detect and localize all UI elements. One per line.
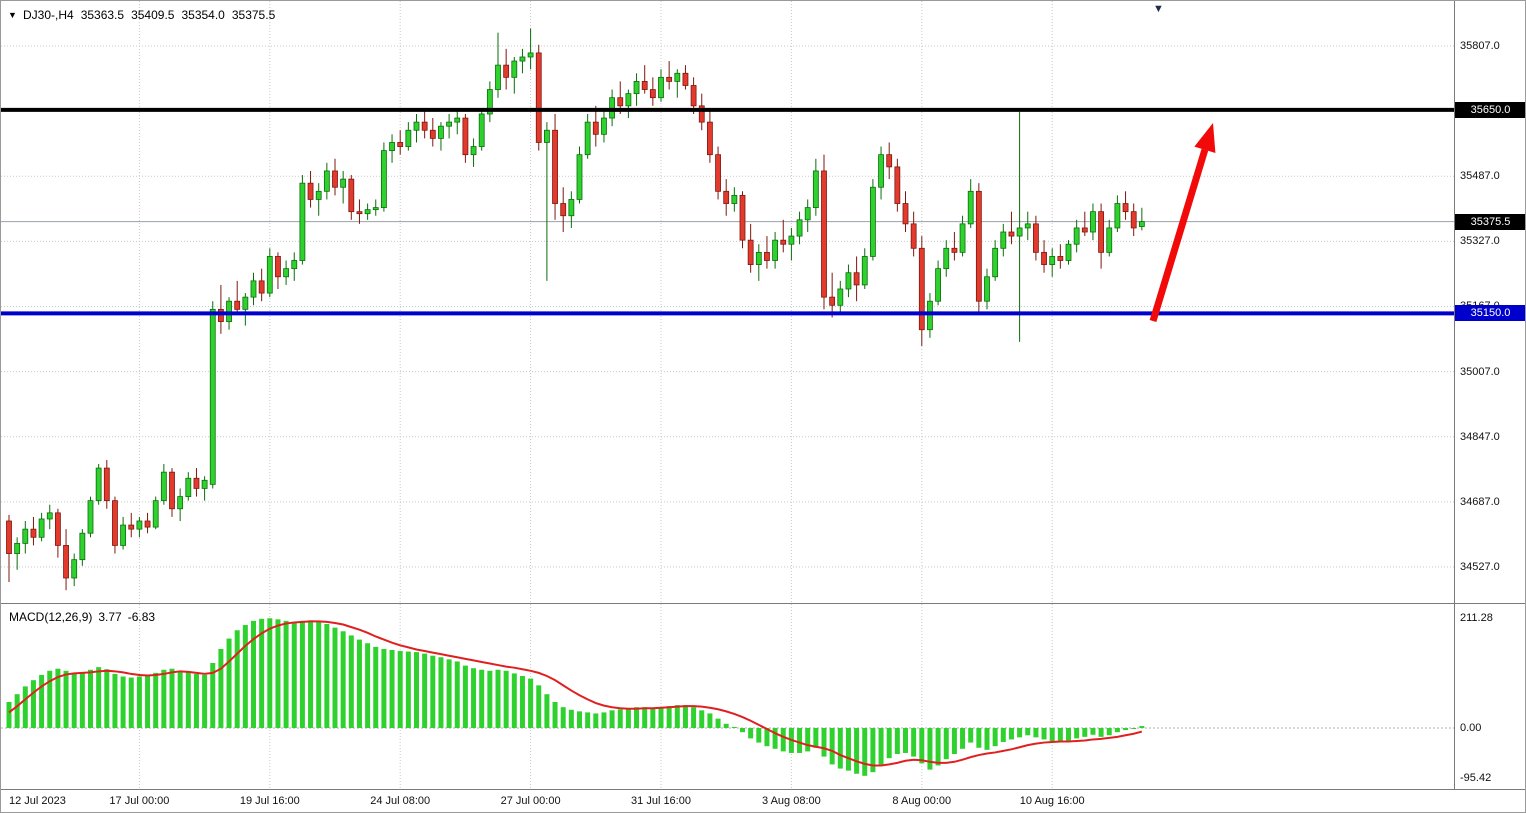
price-gridlines [1, 1, 1454, 603]
macd-signal-line [8, 620, 1143, 767]
macd-histogram [6, 618, 1145, 776]
trend-arrow-head[interactable] [1194, 123, 1216, 153]
price-chart-canvas[interactable] [1, 1, 1455, 603]
price-tick-label: 34527.0 [1460, 560, 1500, 573]
time-label: 19 Jul 16:00 [239, 795, 300, 807]
price-tick-label: 35487.0 [1460, 170, 1500, 183]
chart-title: DJ30-,H4 35363.5 35409.5 35354.0 35375.5 [23, 8, 282, 22]
trend-arrow-shaft[interactable] [1149, 148, 1209, 323]
price-tick-label: 34687.0 [1460, 495, 1500, 508]
time-label: 31 Jul 16:00 [631, 795, 691, 807]
price-tick-label: 34847.0 [1460, 430, 1500, 443]
price-tag: 35650.0 [1455, 101, 1525, 118]
ohlc-low: 35354.0 [181, 8, 225, 22]
time-label: 8 Aug 00:00 [892, 795, 952, 807]
time-label: 17 Jul 00:00 [109, 795, 170, 807]
macd-value: 3.77 [98, 610, 122, 624]
macd-signal-value: -6.83 [127, 610, 156, 624]
candles [6, 28, 1145, 591]
ohlc-close: 35375.5 [231, 8, 276, 22]
macd-tick-label: 0.00 [1460, 722, 1482, 734]
symbol-period-label: DJ30-,H4 [23, 8, 74, 22]
price-tag: 35150.0 [1455, 305, 1525, 322]
price-tick-label: 35327.0 [1460, 235, 1500, 248]
panel-separator-top[interactable] [1, 603, 1525, 604]
macd-name: MACD(12,26,9) [9, 610, 93, 624]
time-label: 10 Aug 16:00 [1019, 795, 1085, 807]
ohlc-high: 35409.5 [131, 8, 175, 22]
time-label: 24 Jul 08:00 [370, 795, 431, 807]
macd-tick-label: 211.28 [1460, 612, 1493, 625]
panel-separator-bottom [1, 789, 1525, 790]
ohlc-open: 35363.5 [80, 8, 125, 22]
macd-tick-label: -95.42 [1460, 771, 1492, 784]
price-tick-label: 35807.0 [1460, 40, 1500, 52]
price-tag: 35375.5 [1455, 213, 1525, 230]
macd-indicator-canvas[interactable] [1, 604, 1455, 790]
time-label: 3 Aug 08:00 [762, 795, 821, 807]
symbol-dropdown-icon[interactable]: ▼ [8, 10, 17, 20]
macd-indicator-label: MACD(12,26,9) 3.77 -6.83 [9, 610, 161, 624]
time-label: 27 Jul 00:00 [500, 795, 561, 807]
time-label: 12 Jul 2023 [9, 795, 66, 807]
axis-separator [1454, 1, 1455, 790]
price-tick-label: 35007.0 [1460, 365, 1500, 378]
chart-scroll-marker-icon[interactable]: ▼ [1153, 3, 1164, 15]
